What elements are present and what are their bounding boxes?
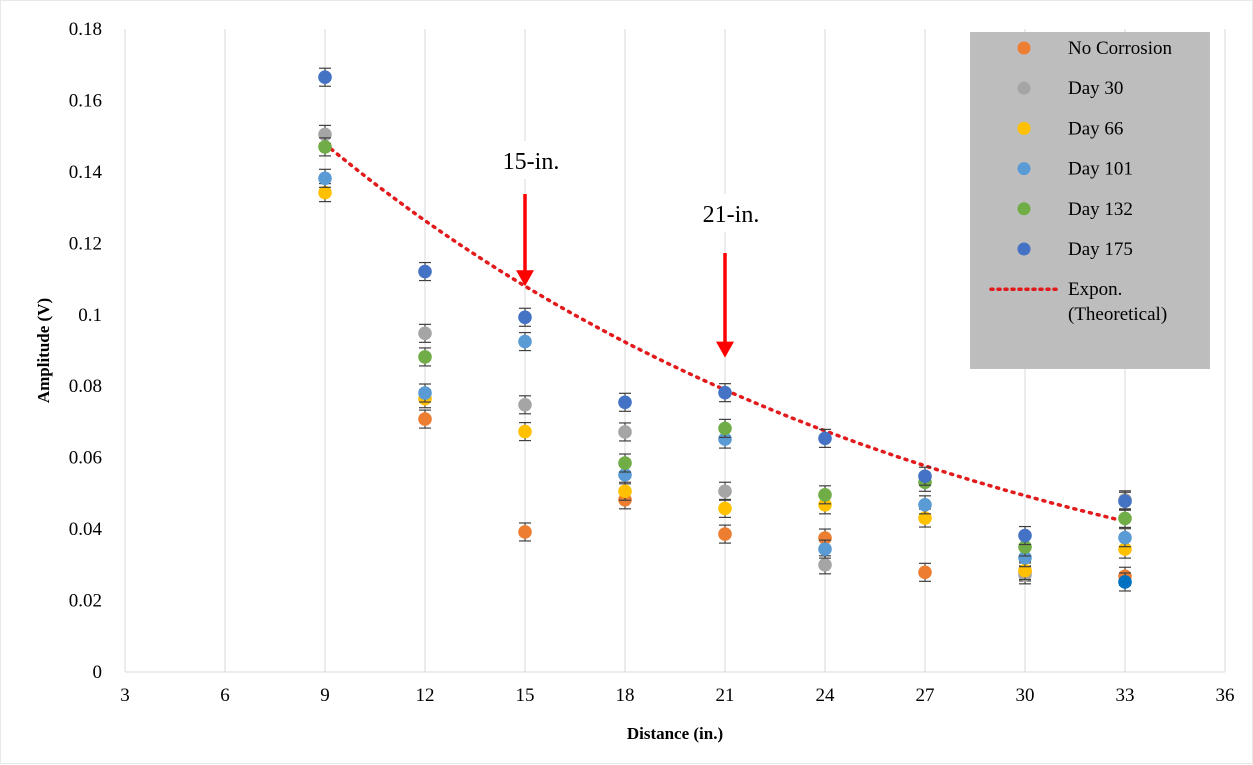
legend-label: Day 30 [1068, 78, 1123, 99]
y-tick-label: 0.16 [69, 90, 102, 111]
data-point-day-175 [1118, 491, 1132, 511]
axis-layer: 3 6 9 12 15 18 21 24 27 30 33 3600.020.040.060.080.… [69, 19, 1235, 706]
data-point-day-175 [618, 392, 632, 412]
y-tick-label: 0.08 [69, 376, 102, 397]
x-tick-label: 33 [1116, 685, 1135, 706]
data-point-day-30 [518, 395, 532, 415]
data-point-day-132 [1018, 537, 1032, 557]
annotation-arrow-head [716, 341, 734, 358]
data-point-no-corrosion [718, 524, 732, 544]
annotation-label: 15-in. [503, 149, 560, 175]
annotation-label-bg [497, 141, 567, 179]
data-point-day-175 [818, 428, 832, 448]
data-point-day-175 [1018, 525, 1032, 546]
y-tick-label: 0.12 [69, 233, 102, 254]
data-point-day-132 [418, 347, 432, 367]
data-point-day-101 [818, 539, 832, 559]
x-axis-title: Distance (in.) [627, 724, 723, 743]
x-tick-label: 21 [716, 685, 735, 706]
data-point-no-corrosion [918, 562, 932, 582]
data-point-day-175 [718, 383, 732, 403]
data-point-day-101 [918, 495, 932, 515]
data-point-day-132 [618, 453, 632, 473]
points-layer [318, 67, 1132, 592]
data-point-day-175 [918, 466, 932, 486]
data-point-day-66 [618, 481, 632, 501]
legend-label: Day 101 [1068, 159, 1133, 180]
legend-label: Day 66 [1068, 118, 1123, 139]
data-point-no-corrosion [418, 409, 432, 429]
x-tick-label: 9 [320, 685, 330, 706]
legend-trend-label: (Theoretical) [1068, 304, 1167, 325]
y-tick-label: 0.1 [78, 305, 102, 326]
data-point-no-corrosion [518, 522, 532, 542]
legend-marker [1017, 81, 1031, 95]
data-point-day-101 [518, 331, 532, 352]
legend-marker [1017, 41, 1031, 55]
annotation-arrow-head [516, 270, 534, 287]
data-point-day-132 [318, 137, 332, 157]
data-point-day-101 [1118, 528, 1132, 548]
y-axis-title: Amplitude (V) [34, 298, 53, 403]
x-tick-label: 30 [1016, 685, 1035, 706]
x-tick-label: 27 [916, 685, 935, 706]
legend-marker [1017, 162, 1031, 176]
legend-label: No Corrosion [1068, 38, 1172, 59]
data-point-extra [1118, 572, 1132, 592]
y-tick-label: 0.14 [69, 162, 103, 183]
x-tick-label: 24 [816, 685, 836, 706]
y-tick-label: 0.06 [69, 448, 102, 469]
data-point-day-30 [718, 481, 732, 501]
annotation-label: 21-in. [703, 202, 760, 228]
x-tick-label: 18 [616, 685, 635, 706]
data-point-day-66 [718, 498, 732, 518]
annotation-layer: 15-in. 21-in. [497, 141, 767, 358]
x-tick-label: 15 [516, 685, 535, 706]
data-point-day-101 [418, 383, 432, 403]
data-point-day-101 [318, 168, 332, 188]
data-point-day-30 [618, 422, 632, 442]
x-tick-label: 36 [1216, 685, 1235, 706]
y-tick-label: 0 [93, 662, 103, 683]
legend-box [970, 32, 1210, 369]
legend-label: Day 175 [1068, 239, 1133, 260]
data-point-day-175 [318, 67, 332, 87]
annotation-label-bg [697, 194, 767, 232]
legend-marker [1017, 121, 1031, 135]
data-point-day-175 [418, 261, 432, 282]
data-point-day-30 [818, 555, 832, 575]
legend-trend-label: Expon. [1068, 279, 1122, 300]
y-tick-label: 0.04 [69, 519, 103, 540]
x-tick-label: 3 [120, 685, 130, 706]
data-point-day-132 [718, 418, 732, 438]
data-point-day-30 [418, 323, 432, 343]
data-point-day-66 [518, 421, 532, 442]
y-tick-label: 0.18 [69, 19, 102, 40]
x-tick-label: 6 [220, 685, 230, 706]
y-tick-label: 0.02 [69, 591, 102, 612]
legend-marker [1017, 202, 1031, 216]
legend: No Corrosion Day 30 Day 66 Day 101 Day 132 Da… [970, 32, 1210, 369]
data-point-day-175 [518, 307, 532, 327]
data-point-day-132 [818, 485, 832, 505]
legend-marker [1017, 242, 1031, 256]
legend-label: Day 132 [1068, 199, 1133, 220]
x-tick-label: 12 [416, 685, 435, 706]
data-point-day-132 [1118, 508, 1132, 528]
